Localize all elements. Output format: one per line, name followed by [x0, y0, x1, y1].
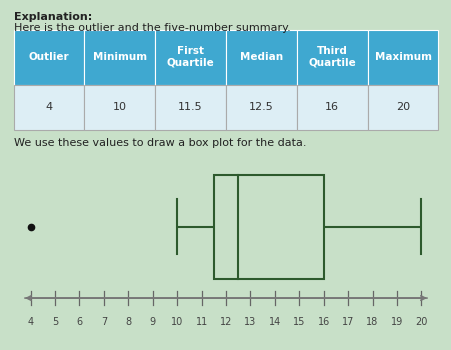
Text: First
Quartile: First Quartile — [166, 47, 214, 68]
Bar — [155, 85, 226, 130]
Text: Maximum: Maximum — [374, 52, 431, 62]
Text: Median: Median — [239, 52, 282, 62]
Text: 20: 20 — [395, 102, 409, 112]
Text: 4: 4 — [45, 102, 52, 112]
Text: 15: 15 — [292, 317, 305, 327]
Text: 12: 12 — [219, 317, 232, 327]
Text: 14: 14 — [268, 317, 281, 327]
Text: 11: 11 — [195, 317, 207, 327]
Bar — [296, 85, 367, 130]
Text: 10: 10 — [170, 317, 183, 327]
Text: 4: 4 — [28, 317, 34, 327]
Bar — [84, 30, 155, 85]
Bar — [367, 30, 437, 85]
Bar — [226, 30, 296, 85]
Text: Here is the outlier and the five-number summary.: Here is the outlier and the five-number … — [14, 23, 290, 33]
Text: 20: 20 — [414, 317, 427, 327]
Text: 8: 8 — [125, 317, 131, 327]
Text: 16: 16 — [325, 102, 338, 112]
Bar — [367, 85, 437, 130]
Bar — [155, 30, 226, 85]
Text: 19: 19 — [390, 317, 402, 327]
Bar — [213, 175, 323, 279]
Text: 10: 10 — [113, 102, 126, 112]
Text: Explanation:: Explanation: — [14, 12, 92, 22]
Text: 7: 7 — [101, 317, 107, 327]
Text: Outlier: Outlier — [28, 52, 69, 62]
Bar — [296, 30, 367, 85]
Text: 6: 6 — [76, 317, 83, 327]
Bar — [14, 85, 84, 130]
Text: 11.5: 11.5 — [178, 102, 202, 112]
Bar — [84, 85, 155, 130]
Text: Minimum: Minimum — [92, 52, 147, 62]
Bar — [14, 30, 84, 85]
Text: 17: 17 — [341, 317, 354, 327]
Text: 9: 9 — [149, 317, 156, 327]
Bar — [226, 85, 296, 130]
Text: 13: 13 — [244, 317, 256, 327]
Text: 18: 18 — [366, 317, 378, 327]
Text: 16: 16 — [317, 317, 329, 327]
Text: Third
Quartile: Third Quartile — [308, 47, 355, 68]
Text: We use these values to draw a box plot for the data.: We use these values to draw a box plot f… — [14, 138, 305, 148]
Text: 12.5: 12.5 — [249, 102, 273, 112]
Text: 5: 5 — [52, 317, 58, 327]
